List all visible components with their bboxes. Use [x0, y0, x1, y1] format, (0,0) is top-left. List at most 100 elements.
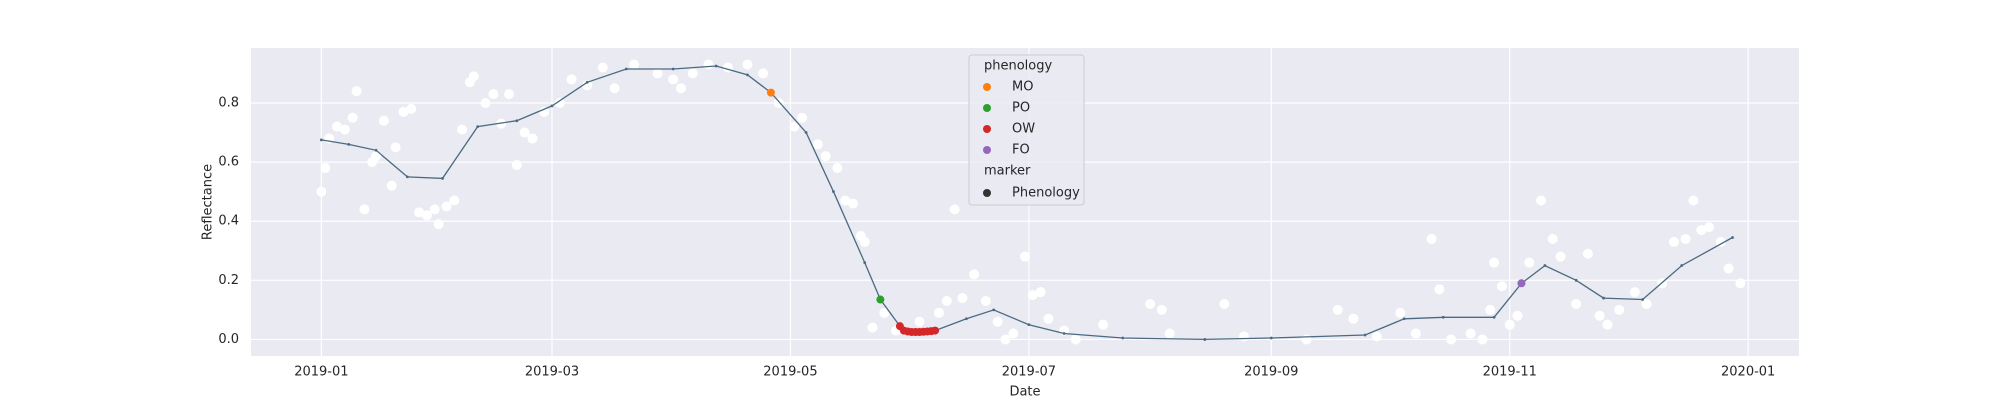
observation-point: [758, 68, 769, 79]
observation-point: [406, 103, 417, 114]
x-tick-label: 2020-01: [1721, 365, 1775, 380]
x-tick-label: 2019-01: [294, 365, 348, 380]
observation-point: [1485, 304, 1496, 315]
observation-point: [1704, 222, 1715, 233]
observation-point: [832, 163, 843, 174]
legend: phenology marker Phenology MO PO OW FO: [968, 54, 1085, 206]
fit-point: [347, 142, 351, 146]
observation-point: [789, 121, 800, 132]
observation-point: [332, 121, 342, 132]
observation-point: [1446, 334, 1457, 345]
fit-point: [441, 176, 444, 180]
observation-point: [351, 86, 362, 97]
observation-point: [1477, 334, 1488, 345]
observation-point: [1238, 331, 1249, 342]
observation-point: [1668, 236, 1679, 247]
observation-point: [519, 127, 530, 138]
observation-point: [1715, 236, 1726, 247]
observation-point: [1000, 334, 1011, 345]
x-tick-label: 2019-05: [763, 365, 817, 380]
fit-point: [1731, 236, 1734, 239]
observation-point: [1629, 287, 1640, 298]
observation-point: [316, 186, 327, 197]
observation-point: [703, 59, 714, 70]
legend-marker: [983, 146, 991, 154]
x-tick-label: 2019-11: [1483, 365, 1537, 380]
phenology-point: [931, 326, 940, 335]
observation-point: [1512, 310, 1523, 321]
observation-point: [1594, 310, 1605, 321]
fit-point: [405, 175, 409, 179]
observation-point: [848, 198, 858, 209]
phenology-point: [766, 88, 775, 97]
fit-point: [624, 67, 628, 71]
y-axis-label: Reflectance: [201, 164, 216, 240]
observation-point: [629, 59, 640, 70]
observation-point: [1489, 257, 1500, 268]
observation-point: [1688, 195, 1699, 206]
observation-point: [934, 307, 944, 318]
observation-point: [582, 80, 593, 91]
fit-point: [1441, 315, 1445, 319]
legend-title: marker: [984, 164, 1031, 179]
observation-point: [859, 236, 870, 247]
y-tick-label: 0.0: [218, 332, 239, 347]
legend-title: phenology: [984, 59, 1052, 74]
fit-point: [964, 317, 968, 321]
y-tick-label: 0.6: [218, 155, 239, 170]
fit-point: [1492, 315, 1496, 319]
observation-point: [1602, 319, 1613, 330]
observation-point: [390, 142, 401, 153]
y-tick-label: 0.8: [218, 95, 239, 110]
phenology-point: [876, 295, 885, 304]
fit-point: [1363, 333, 1367, 337]
fit-point: [1402, 317, 1406, 321]
legend-label: MO: [1012, 80, 1033, 95]
observation-point: [992, 316, 1003, 327]
observation-point: [1723, 263, 1734, 274]
observation-point: [597, 62, 608, 73]
observation-point: [1043, 313, 1054, 324]
observation-point: [468, 71, 479, 82]
observation-point: [378, 115, 389, 126]
observation-point: [539, 106, 550, 117]
legend-marker: [983, 125, 991, 133]
observation-point: [339, 124, 350, 135]
legend-box: [968, 54, 1085, 206]
legend-marker: [983, 83, 991, 91]
observation-point: [566, 74, 577, 85]
y-tick-label: 0.2: [218, 273, 239, 288]
observation-point: [1164, 328, 1175, 339]
legend-label: Phenology: [1012, 186, 1080, 201]
fit-point: [714, 64, 718, 68]
observation-point: [488, 89, 499, 100]
observation-point: [1020, 251, 1030, 262]
fit-point: [671, 67, 675, 71]
observation-point: [652, 68, 663, 79]
observation-point: [1395, 307, 1406, 318]
fit-point: [319, 138, 323, 142]
observation-point: [1555, 251, 1566, 262]
fit-point: [585, 80, 589, 84]
observation-point: [1547, 233, 1558, 244]
observation-point: [949, 204, 960, 215]
marks: [316, 59, 1746, 345]
fit-point: [476, 125, 480, 129]
observation-point: [1008, 328, 1019, 339]
fit-point: [1062, 332, 1066, 335]
observation-point: [1098, 319, 1109, 330]
observation-point: [527, 133, 538, 144]
observation-point: [1035, 287, 1046, 298]
fit-point: [804, 131, 808, 134]
observation-point: [1434, 284, 1445, 295]
observation-point: [504, 89, 514, 100]
observation-point: [668, 74, 679, 85]
observation-point: [1027, 290, 1038, 301]
observation-point: [1070, 334, 1081, 345]
x-tick-label: 2019-07: [1002, 365, 1056, 380]
observation-point: [1582, 248, 1593, 259]
observation-point: [1735, 278, 1746, 289]
observation-point: [320, 163, 331, 174]
fit-point: [1680, 264, 1684, 267]
observation-point: [867, 322, 878, 333]
